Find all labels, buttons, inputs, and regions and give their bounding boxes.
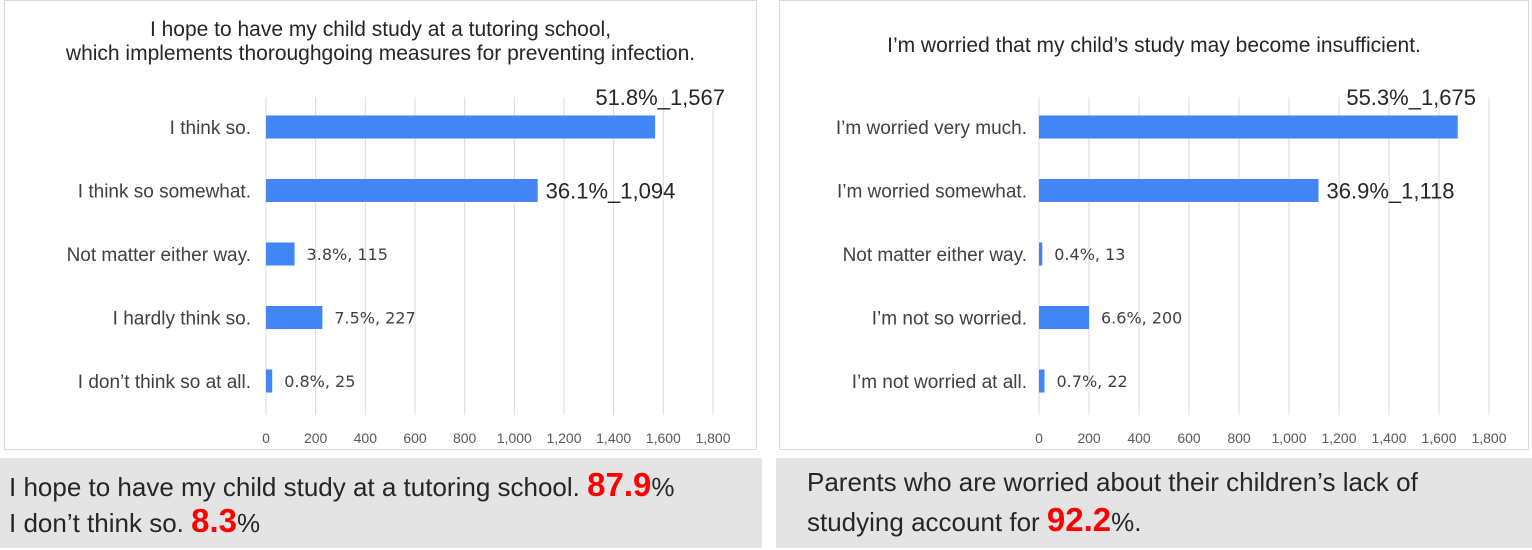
category-label: I don’t think so at all. [78,372,251,393]
category-label: Not matter either way. [843,245,1027,266]
bar [1039,242,1043,266]
unit-text: % [236,508,261,538]
x-tick-label: 800 [1227,430,1251,446]
data-label: 36.1%_1,094 [546,179,676,204]
x-tick-label: 0 [262,430,270,446]
category-label: I’m not worried at all. [852,372,1027,393]
chart-panel-right: I’m worried that my child’s study may be… [779,0,1529,450]
summary-text: I hope to have my child study at a tutor… [9,472,588,502]
x-tick-label: 1,000 [497,430,532,446]
x-tick-label: 200 [1077,430,1101,446]
data-label: 51.8%_1,567 [595,85,725,110]
bar-chart-left: 0 200 400 600 800 1,000 1,200 1,400 1,600 1,800 I … [67,85,731,446]
chart-panel-left: I hope to have my child study at a tutor… [4,0,757,450]
x-tick-label: 1,800 [695,430,730,446]
x-tick-label: 0 [1035,430,1043,446]
data-label: 6.6%, 200 [1101,309,1182,328]
x-tick-label: 1,000 [1271,430,1306,446]
x-tick-label: 1,200 [1321,430,1356,446]
chart-title: I’m worried that my child’s study may be… [887,34,1421,57]
bar [266,306,323,329]
category-label: Not matter either way. [67,245,251,266]
highlight-value: 87.9 [587,466,652,503]
summary-text: Parents who are worried about their chil… [807,467,1418,497]
x-tick-label: 1,600 [646,430,681,446]
x-tick-label: 800 [453,430,477,446]
summary-line: studying account for 92.2%. [807,501,1532,541]
highlight-value: 8.3 [191,502,237,539]
x-tick-label: 600 [1177,430,1201,446]
bar [266,179,538,202]
x-tick-label: 1,200 [546,430,581,446]
summary-box-left: I hope to have my child study at a tutor… [0,458,762,548]
x-tick-label: 1,400 [596,430,631,446]
highlight-value: 92.2 [1046,501,1112,538]
x-tick-label: 200 [304,430,328,446]
x-tick-label: 600 [403,430,427,446]
bar-chart-right: 0 200 400 600 800 1,000 1,200 1,400 1,600 1,800 I’… [836,85,1507,446]
category-label: I hardly think so. [113,309,251,330]
bar [1039,306,1089,329]
x-tick-label: 1,800 [1471,430,1506,446]
x-tick-label: 400 [1127,430,1151,446]
bar [266,369,273,393]
summary-line: I don’t think so. 8.3% [9,504,762,540]
summary-box-right: Parents who are worried about their chil… [776,458,1532,548]
bar [1039,369,1045,393]
data-label: 3.8%, 115 [307,245,388,264]
x-tick-label: 400 [354,430,378,446]
data-label: 55.3%_1,675 [1346,85,1476,110]
bar [266,242,295,266]
data-label: 0.7%, 22 [1057,372,1128,391]
data-label: 0.8%, 25 [284,372,355,391]
x-tick-label: 1,600 [1421,430,1456,446]
summary-line: Parents who are worried about their chil… [807,463,1532,501]
category-label: I’m not so worried. [872,309,1027,330]
data-label: 0.4%, 13 [1054,245,1125,264]
summary-text: studying account for [807,507,1047,537]
unit-text: % [651,472,675,502]
category-label: I’m worried somewhat. [837,182,1027,203]
category-label: I think so somewhat. [78,182,251,203]
category-label: I’m worried very much. [836,118,1027,139]
x-tick-label: 1,400 [1371,430,1406,446]
data-label: 7.5%, 227 [334,309,415,328]
chart-title: I hope to have my child study at a tutor… [65,18,696,65]
data-label: 36.9%_1,118 [1327,179,1455,204]
unit-text: %. [1111,507,1142,537]
bar [266,115,656,139]
summary-text: I don’t think so. [9,508,192,538]
category-label: I think so. [170,118,251,139]
bar [1039,179,1319,202]
bar [1039,115,1458,139]
summary-line: I hope to have my child study at a tutor… [9,468,762,504]
